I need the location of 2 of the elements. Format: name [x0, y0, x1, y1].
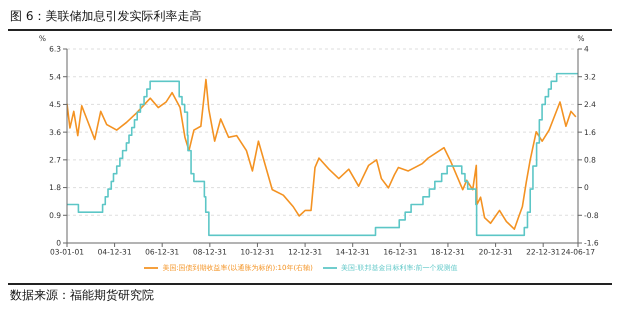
chart-title: 图 6：美联储加息引发实际利率走高 — [8, 8, 612, 31]
source-note: 数据来源：福能期货研究院 — [10, 287, 155, 304]
